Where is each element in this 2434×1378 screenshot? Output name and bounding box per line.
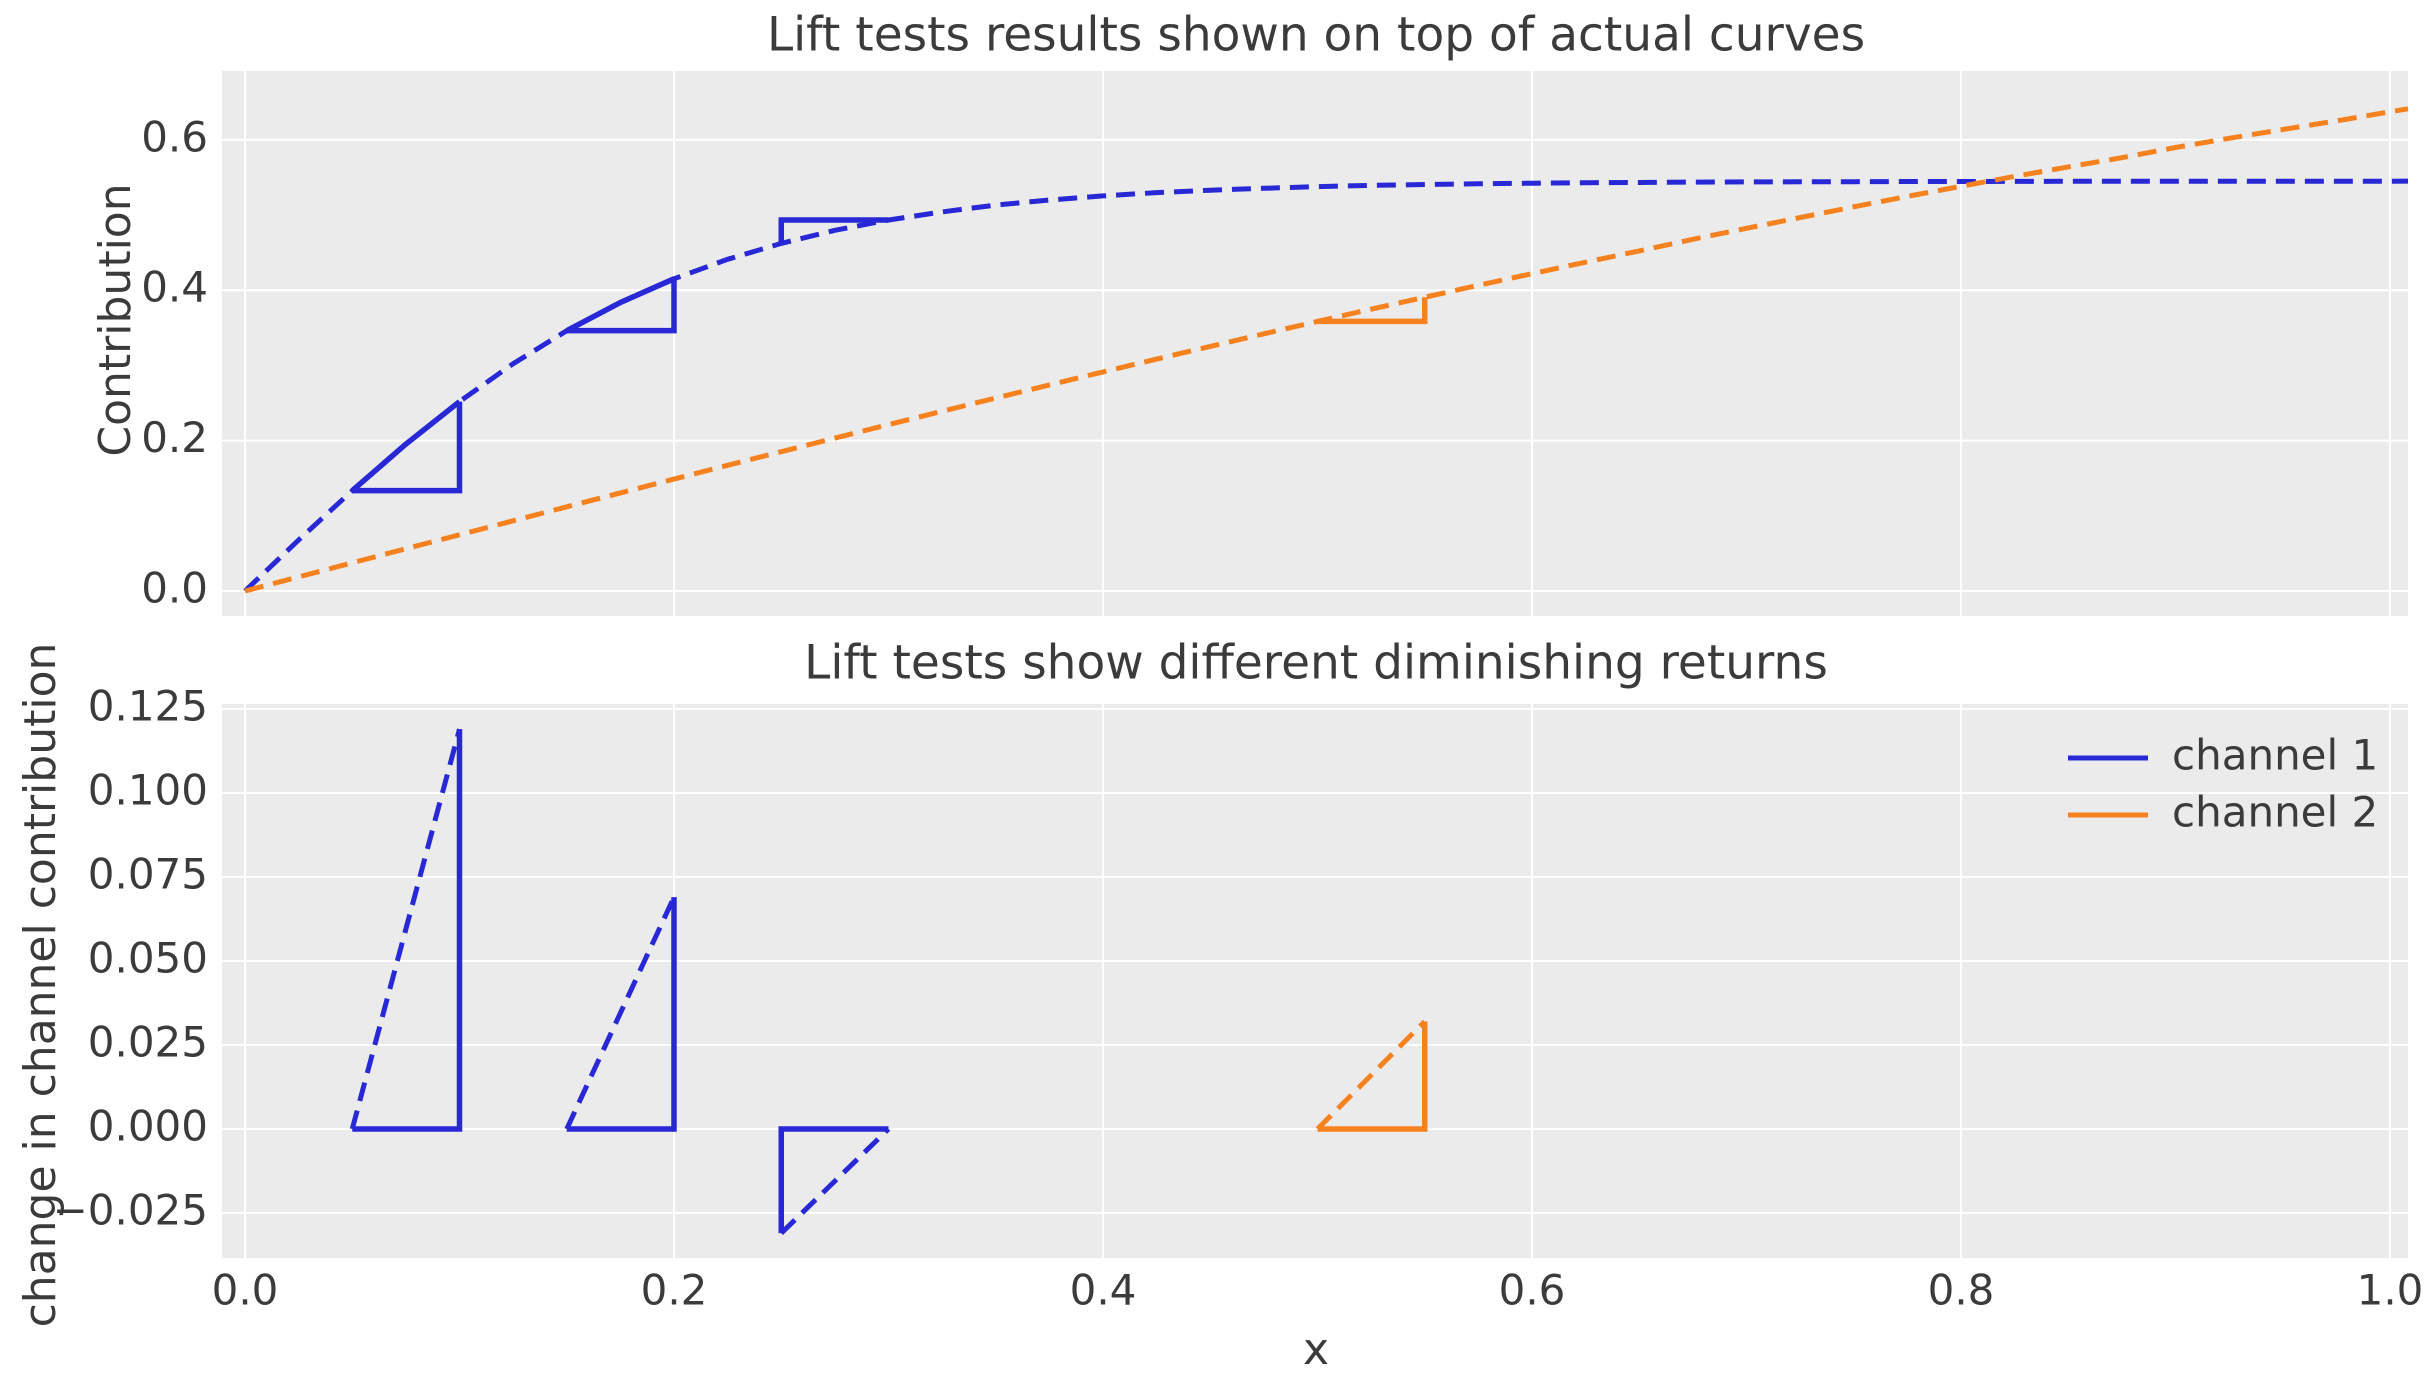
lift-test-marker	[778, 217, 889, 244]
bottom-plot-ytick-label: 0.000	[88, 1102, 208, 1151]
lift-test-marker	[352, 401, 463, 494]
bottom-plot-ytick-label: −0.025	[53, 1186, 208, 1235]
delta-triangle-legs	[352, 729, 463, 1132]
delta-triangle-hypotenuse	[564, 896, 677, 1131]
x-axis-tick-label: 0.0	[212, 1266, 279, 1315]
bottom-plot-ytick-label: 0.025	[88, 1018, 208, 1067]
top-plot-ylabel: Contribution	[90, 183, 141, 456]
lift-test-marker	[566, 278, 677, 334]
delta-triangle-hypotenuse	[1315, 1019, 1427, 1131]
bottom-plot-ylabel: change in channel contribution	[15, 643, 66, 1328]
top-plot-ytick-label: 0.2	[141, 413, 208, 462]
x-axis-label: x	[1303, 1324, 1329, 1375]
x-axis-tick-label: 0.6	[1499, 1266, 1566, 1315]
top-plot-ytick-label: 0.0	[141, 564, 208, 613]
top-plot-title: Lift tests results shown on top of actua…	[767, 8, 1865, 63]
top-plot-ytick-label: 0.6	[141, 112, 208, 161]
legend-label: channel 2	[2172, 788, 2378, 837]
bottom-plot-title: Lift tests show different diminishing re…	[804, 636, 1828, 691]
bottom-plot-ytick-label: 0.125	[88, 682, 208, 731]
bottom-plot-panel	[222, 704, 2408, 1258]
x-axis-tick-label: 0.2	[641, 1266, 708, 1315]
legend-label: channel 1	[2172, 731, 2378, 780]
lift-test-measured-segment	[565, 276, 676, 334]
bottom-plot-ytick-label: 0.050	[88, 934, 208, 983]
bottom-plot-ytick-label: 0.075	[88, 850, 208, 899]
lift-test-marker	[1317, 297, 1428, 325]
delta-triangle-hypotenuse	[349, 728, 462, 1130]
delta-triangle-legs	[566, 897, 677, 1132]
delta-triangle-legs	[1317, 1021, 1428, 1132]
delta-triangle-hypotenuse	[779, 1127, 891, 1235]
bottom-plot-ytick-label: 0.100	[88, 766, 208, 815]
curve-channel2	[244, 106, 2409, 594]
top-plot-ytick-label: 0.4	[141, 263, 208, 312]
lift-test-measured-segment	[350, 399, 462, 493]
top-plot-panel	[222, 71, 2408, 616]
x-axis-tick-label: 1.0	[2357, 1266, 2424, 1315]
delta-triangle-legs	[778, 1126, 889, 1234]
x-axis-tick-label: 0.4	[1070, 1266, 1137, 1315]
x-axis-tick-label: 0.8	[1928, 1266, 1995, 1315]
